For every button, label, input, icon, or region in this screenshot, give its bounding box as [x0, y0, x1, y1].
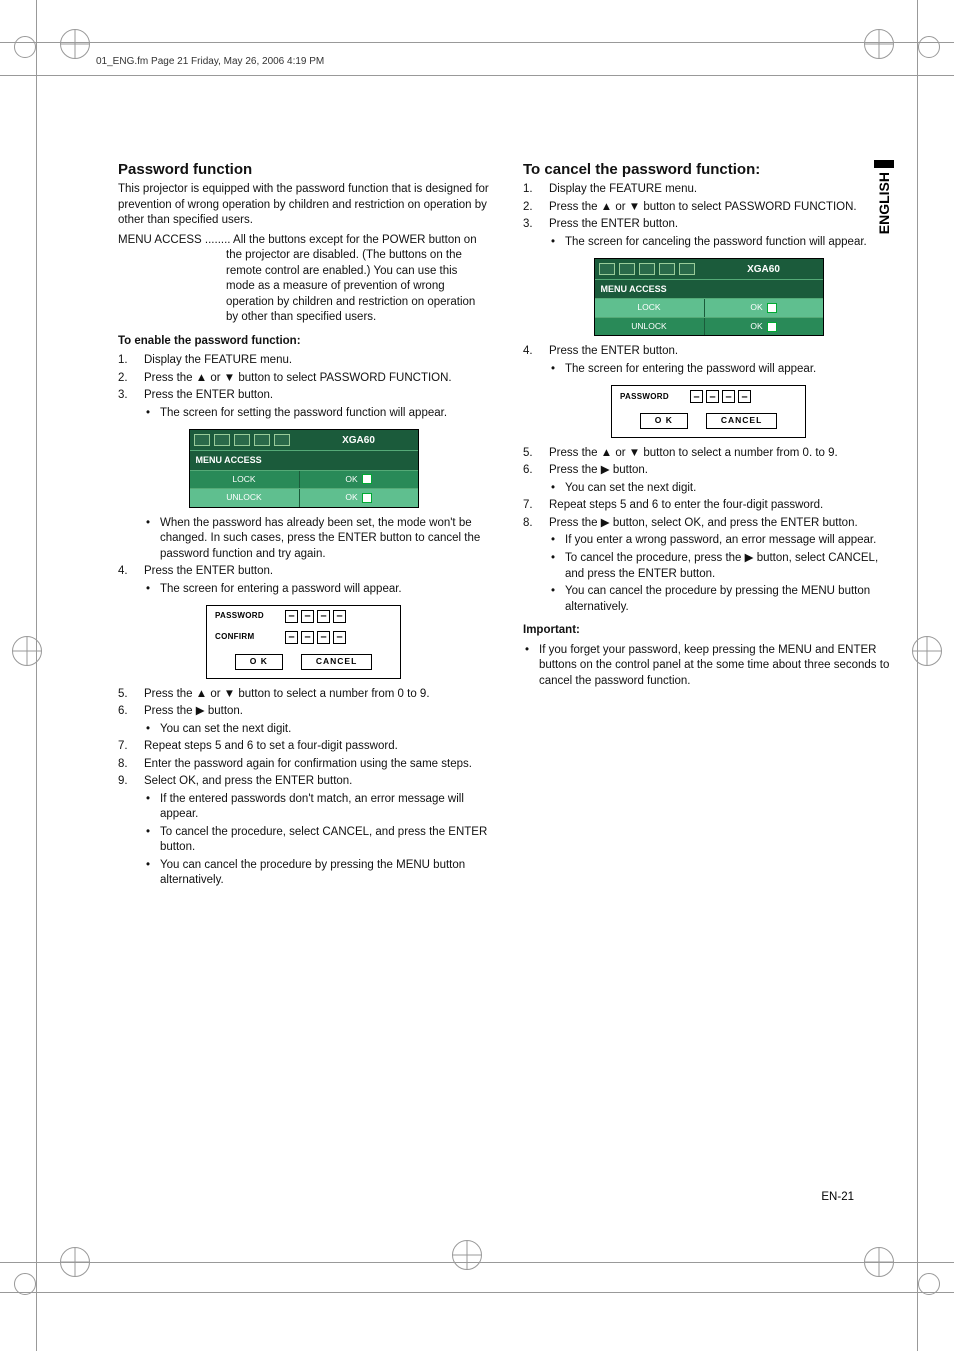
l-step-8: Enter the password again for confirmatio… [118, 757, 489, 773]
cancel-steps-4: Press the ENTER button. The screen for e… [523, 344, 894, 377]
right-column: To cancel the password function: Display… [523, 160, 894, 891]
r-step-8-b2: To cancel the procedure, press the ▶ but… [549, 551, 894, 582]
l-step-4-bullet: The screen for entering a password will … [144, 582, 489, 598]
l-already-set-bullet: When the password has already been set, … [144, 516, 489, 563]
menu-access-desc: MENU ACCESS ........ All the buttons exc… [118, 233, 489, 326]
cancel-steps-5-8: Press the ▲ or ▼ button to select a numb… [523, 446, 894, 615]
l-step-1: Display the FEATURE menu. [118, 353, 489, 369]
enable-steps-1-3: Display the FEATURE menu. Press the ▲ or… [118, 353, 489, 421]
cancel-button: CANCEL [706, 413, 777, 428]
r-step-4: Press the ENTER button. The screen for e… [523, 344, 894, 377]
right-icon: ▶ [601, 464, 610, 476]
r-step-6-bullet: You can set the next digit. [549, 481, 894, 497]
ok-button: O K [235, 654, 283, 669]
r-step-5: Press the ▲ or ▼ button to select a numb… [523, 446, 894, 462]
right-icon: ▶ [601, 517, 610, 529]
l-step-3-bullet: The screen for setting the password func… [144, 406, 489, 422]
up-icon: ▲ [196, 372, 207, 384]
up-icon: ▲ [601, 447, 612, 459]
l-step-2: Press the ▲ or ▼ button to select PASSWO… [118, 371, 489, 387]
l-step-3: Press the ENTER button. The screen for s… [118, 388, 489, 421]
r-step-1: Display the FEATURE menu. [523, 182, 894, 198]
right-icon: ▶ [745, 552, 754, 564]
enable-steps-5-9: Press the ▲ or ▼ button to select a numb… [118, 687, 489, 889]
enable-heading: To enable the password function: [118, 334, 489, 350]
l-step-5: Press the ▲ or ▼ button to select a numb… [118, 687, 489, 703]
important-heading: Important: [523, 623, 894, 639]
l-step-7: Repeat steps 5 and 6 to set a four-digit… [118, 739, 489, 755]
password-confirm-illustration: PASSWORD – – – – CONFIRM – – – – [206, 605, 401, 678]
r-step-8-b1: If you enter a wrong password, an error … [549, 533, 894, 549]
l-step-9-b1: If the entered passwords don't match, an… [144, 792, 489, 823]
up-icon: ▲ [601, 201, 612, 213]
cancel-heading: To cancel the password function: [523, 160, 894, 180]
r-step-7: Repeat steps 5 and 6 to enter the four-d… [523, 498, 894, 514]
page-content: Password function This projector is equi… [118, 160, 894, 1221]
menu-access-illustration-lock: XGA60 MENU ACCESS LOCK OK UNLOCK OK [189, 429, 419, 507]
r-step-8-b3: You can cancel the procedure by pressing… [549, 584, 894, 615]
important-bullet: If you forget your password, keep pressi… [523, 643, 894, 690]
enable-steps-4: Press the ENTER button. The screen for e… [118, 564, 489, 597]
right-icon: ▶ [196, 705, 205, 717]
cancel-steps-1-3: Display the FEATURE menu. Press the ▲ or… [523, 182, 894, 250]
down-icon: ▼ [224, 688, 235, 700]
r-step-3: Press the ENTER button. The screen for c… [523, 217, 894, 250]
cancel-button: CANCEL [301, 654, 372, 669]
r-step-2: Press the ▲ or ▼ button to select PASSWO… [523, 200, 894, 216]
r-step-3-bullet: The screen for canceling the password fu… [549, 235, 894, 251]
password-enter-illustration: PASSWORD – – – – O K CANCEL [611, 385, 806, 437]
left-column: Password function This projector is equi… [118, 160, 489, 891]
l-step-4: Press the ENTER button. The screen for e… [118, 564, 489, 597]
pw-func-heading: Password function [118, 160, 489, 180]
pw-func-intro: This projector is equipped with the pass… [118, 182, 489, 229]
r-step-4-bullet: The screen for entering the password wil… [549, 362, 894, 378]
r-step-8: Press the ▶ button, select OK, and press… [523, 516, 894, 615]
menu-access-illustration-unlock: XGA60 MENU ACCESS LOCK OK UNLOCK OK [594, 258, 824, 336]
l-step-6: Press the ▶ button. You can set the next… [118, 704, 489, 737]
page-number: EN-21 [821, 1191, 854, 1203]
up-icon: ▲ [196, 688, 207, 700]
ok-button: O K [640, 413, 688, 428]
r-step-6: Press the ▶ button. You can set the next… [523, 463, 894, 496]
l-step-9: Select OK, and press the ENTER button. I… [118, 774, 489, 889]
l-step-6-bullet: You can set the next digit. [144, 722, 489, 738]
page-header: 01_ENG.fm Page 21 Friday, May 26, 2006 4… [96, 56, 324, 67]
down-icon: ▼ [224, 372, 235, 384]
l-step-9-b3: You can cancel the procedure by pressing… [144, 858, 489, 889]
down-icon: ▼ [629, 201, 640, 213]
l-step-9-b2: To cancel the procedure, select CANCEL, … [144, 825, 489, 856]
down-icon: ▼ [629, 447, 640, 459]
